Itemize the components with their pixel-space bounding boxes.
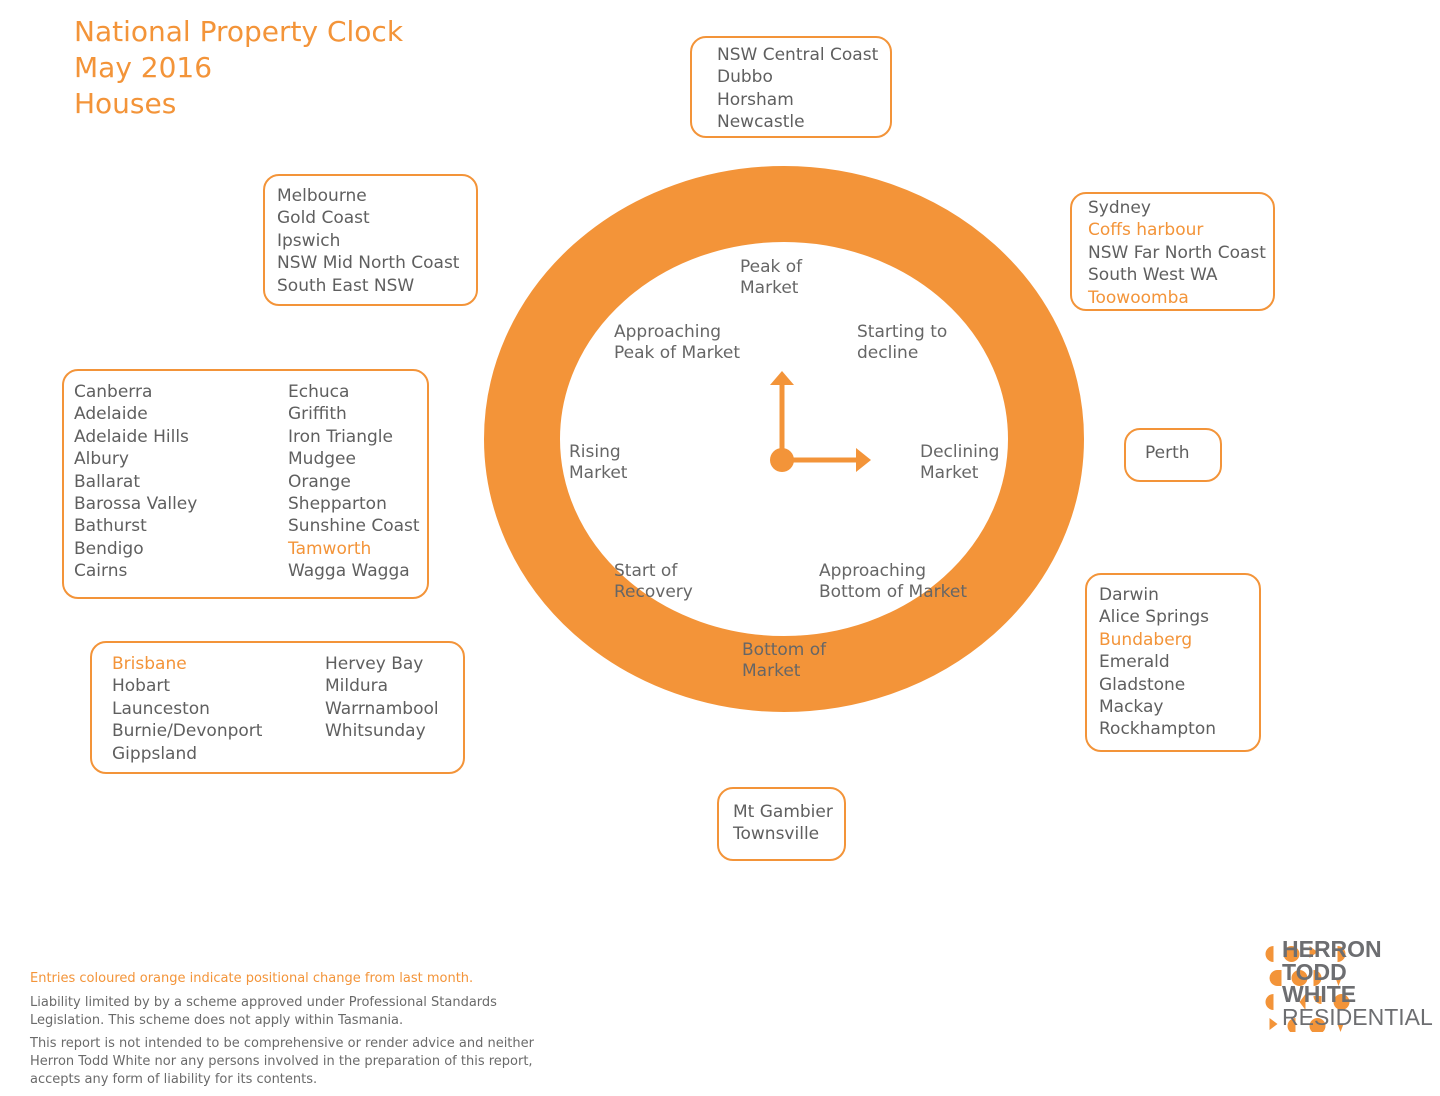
- title-line-1: National Property Clock: [74, 15, 404, 48]
- location-item: Adelaide Hills: [74, 426, 189, 447]
- location-item: Gladstone: [1099, 674, 1186, 695]
- phase-approaching-peak: Approaching Peak of Market: [614, 322, 740, 363]
- location-item: South West WA: [1088, 265, 1218, 286]
- location-item: Shepparton: [288, 494, 387, 515]
- location-item: Barossa Valley: [74, 494, 198, 515]
- list-rising-col2: Echuca Griffith Iron Triangle Mudgee Orange S…: [288, 381, 420, 583]
- list-bottom: Mt Gambier Townsville: [733, 801, 833, 846]
- location-item: Canberra: [74, 382, 153, 402]
- box-approaching-bottom: Darwin Alice Springs Bundaberg Emerald Glads…: [1085, 573, 1261, 752]
- location-item: Whitsunday: [325, 721, 426, 742]
- location-item: Iron Triangle: [288, 426, 393, 447]
- phase-starting-decline: Starting to decline: [857, 322, 948, 363]
- box-approaching-peak: Melbourne Gold Coast Ipswich NSW Mid North …: [263, 174, 478, 306]
- location-item: Cairns: [74, 561, 128, 582]
- location-item: Townsville: [733, 824, 820, 845]
- list-start-recovery-col2: Hervey Bay Mildura Warrnambool Whitsunday: [325, 653, 439, 743]
- location-item: Toowoomba: [1088, 287, 1189, 308]
- location-item: Emerald: [1099, 652, 1170, 673]
- location-item: Horsham: [717, 89, 794, 110]
- title-line-3: Houses: [74, 87, 177, 120]
- location-item: Launceston: [112, 698, 210, 719]
- page-title: National Property Clock May 2016 Houses: [74, 14, 403, 122]
- box-rising: Canberra Adelaide Adelaide Hills Albury Ball…: [62, 369, 429, 599]
- disclaimer-note: This report is not intended to be compre…: [30, 1036, 534, 1087]
- location-item: Sydney: [1088, 198, 1151, 218]
- clock-hand-minute-arrow: [856, 448, 871, 472]
- location-item: Gippsland: [112, 743, 198, 764]
- location-item: Bendigo: [74, 538, 144, 559]
- htw-logo-text: HERRON TODD WHITE RESIDENTIAL: [1282, 938, 1433, 1028]
- location-item: Newcastle: [717, 112, 805, 133]
- location-item: Orange: [288, 471, 351, 492]
- location-item: Tamworth: [288, 538, 372, 559]
- list-approaching-bottom: Darwin Alice Springs Bundaberg Emerald Glads…: [1099, 584, 1216, 741]
- location-item: Mt Gambier: [733, 802, 833, 822]
- location-item: Sunshine Coast: [288, 516, 420, 537]
- clock-center: [770, 448, 794, 472]
- location-item: Warrnambool: [325, 698, 439, 719]
- list-starting-decline: Sydney Coffs harbour NSW Far North Coast So…: [1088, 197, 1266, 309]
- list-declining: Perth: [1145, 442, 1190, 464]
- location-item: Bathurst: [74, 516, 147, 537]
- phase-start-recovery: Start of Recovery: [614, 561, 693, 602]
- list-approaching-peak: Melbourne Gold Coast Ipswich NSW Mid North …: [277, 185, 459, 297]
- location-item: Hobart: [112, 676, 171, 697]
- footer-notes: Entries coloured orange indicate positio…: [30, 970, 570, 1094]
- clock-ring: [484, 166, 1084, 712]
- location-item: Alice Springs: [1099, 607, 1210, 628]
- logo-line-4: RESIDENTIAL: [1282, 1003, 1433, 1030]
- phase-peak: Peak of Market: [740, 257, 803, 298]
- location-item: Mackay: [1099, 697, 1164, 718]
- location-item: Mildura: [325, 676, 389, 697]
- legend-note: Entries coloured orange indicate positio…: [30, 971, 474, 986]
- location-item: Albury: [74, 449, 129, 470]
- phase-bottom: Bottom of Market: [742, 640, 827, 681]
- location-item: Ipswich: [277, 230, 341, 251]
- location-item: South East NSW: [277, 275, 415, 296]
- location-item: NSW Far North Coast: [1088, 242, 1266, 263]
- title-line-2: May 2016: [74, 51, 213, 84]
- clock-hand-hour-arrow: [770, 371, 794, 385]
- box-start-recovery: Brisbane Hobart Launceston Burnie/Devonport…: [90, 641, 465, 774]
- logo-line-3: WHITE: [1282, 981, 1357, 1007]
- location-item: Perth: [1145, 443, 1190, 463]
- box-bottom: Mt Gambier Townsville: [717, 787, 846, 861]
- location-item: Wagga Wagga: [288, 561, 410, 582]
- property-clock: [484, 166, 1084, 712]
- phase-approaching-bottom: Approaching Bottom of Market: [819, 561, 967, 602]
- location-item: Melbourne: [277, 186, 367, 206]
- location-item: NSW Central Coast: [717, 45, 879, 65]
- location-item: Hervey Bay: [325, 654, 424, 674]
- phase-declining: Declining Market: [920, 442, 1000, 483]
- phase-rising: Rising Market: [569, 442, 628, 483]
- location-item: Ballarat: [74, 471, 141, 492]
- location-item: Gold Coast: [277, 208, 370, 229]
- location-item: Griffith: [288, 404, 347, 425]
- logo-line-2: TODD: [1282, 958, 1347, 985]
- list-rising-col1: Canberra Adelaide Adelaide Hills Albury Ball…: [74, 381, 197, 583]
- list-start-recovery-col1: Brisbane Hobart Launceston Burnie/Devonport…: [112, 653, 262, 765]
- box-peak: NSW Central Coast Dubbo Horsham Newcastle: [690, 36, 892, 138]
- location-item: Dubbo: [717, 67, 773, 88]
- location-item: Bundaberg: [1099, 629, 1193, 650]
- location-item: Darwin: [1099, 585, 1159, 605]
- location-item: Rockhampton: [1099, 719, 1217, 740]
- liability-note: Liability limited by by a scheme approve…: [30, 995, 497, 1028]
- box-declining: Perth: [1124, 428, 1222, 482]
- location-item: Brisbane: [112, 654, 187, 674]
- location-item: Adelaide: [74, 404, 148, 425]
- box-starting-decline: Sydney Coffs harbour NSW Far North Coast So…: [1070, 192, 1275, 311]
- location-item: NSW Mid North Coast: [277, 253, 460, 274]
- location-item: Mudgee: [288, 449, 356, 470]
- list-peak: NSW Central Coast Dubbo Horsham Newcastle: [717, 44, 878, 134]
- htw-logo-mark: [1265, 946, 1350, 1032]
- location-item: Burnie/Devonport: [112, 721, 263, 742]
- location-item: Coffs harbour: [1088, 220, 1204, 241]
- location-item: Echuca: [288, 382, 350, 402]
- logo-line-1: HERRON: [1282, 936, 1382, 962]
